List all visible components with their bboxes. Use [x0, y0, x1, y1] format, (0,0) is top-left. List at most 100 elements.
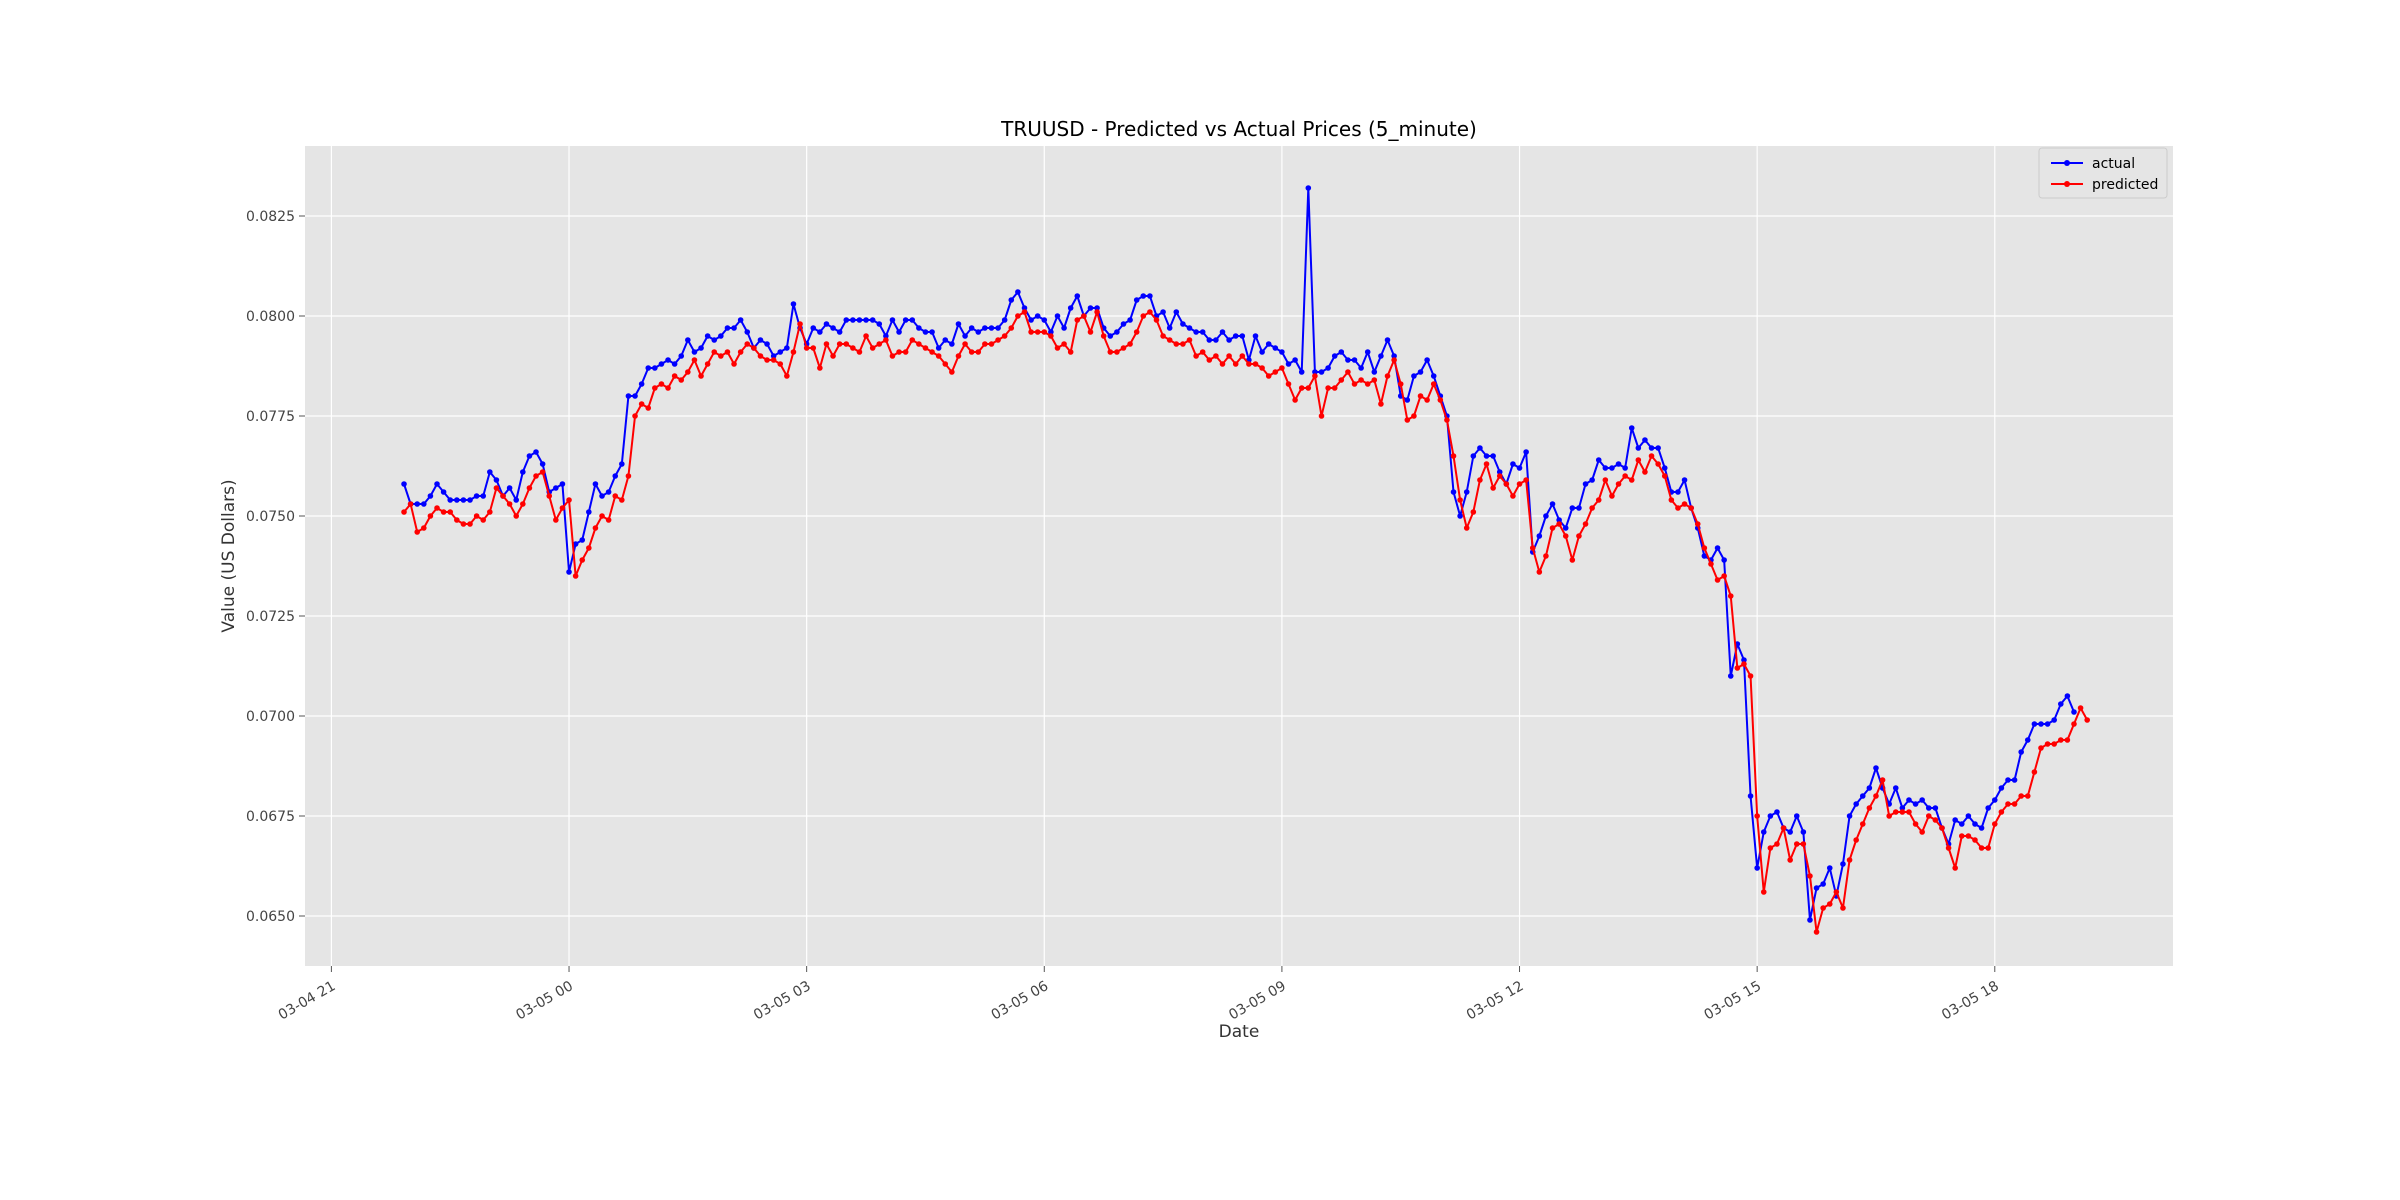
actual-point [922, 329, 929, 335]
predicted-point [2005, 801, 2011, 807]
predicted-point [1760, 889, 1767, 895]
actual-point [1549, 501, 1556, 507]
actual-point [1807, 917, 1813, 923]
predicted-point [1741, 661, 1747, 667]
predicted-point [539, 469, 546, 475]
actual-point [539, 461, 546, 467]
predicted-point [856, 349, 863, 355]
predicted-point [1272, 369, 1279, 375]
actual-point [909, 317, 916, 323]
predicted-point [1668, 497, 1675, 503]
actual-point [962, 333, 968, 339]
actual-point [883, 333, 889, 339]
actual-point [1015, 289, 1021, 295]
actual-point [473, 493, 480, 499]
actual-point [1430, 373, 1437, 379]
actual-point [1813, 885, 1820, 891]
predicted-point [962, 341, 968, 347]
predicted-point [493, 485, 500, 491]
actual-point [467, 497, 473, 503]
actual-point [440, 489, 447, 495]
actual-point [487, 469, 493, 475]
predicted-point [850, 345, 856, 351]
actual-point [2011, 777, 2018, 783]
predicted-point [777, 361, 784, 367]
actual-point [1199, 329, 1206, 335]
actual-point [2018, 749, 2024, 755]
actual-point [744, 329, 751, 335]
actual-point [493, 477, 500, 483]
predicted-point [1265, 373, 1272, 379]
actual-point [1424, 357, 1430, 363]
actual-point [810, 325, 817, 331]
actual-point [836, 329, 843, 335]
actual-point [1213, 337, 1219, 343]
predicted-point [1371, 377, 1378, 383]
actual-point [1536, 533, 1543, 539]
predicted-point [685, 369, 691, 375]
predicted-point [1859, 821, 1866, 827]
predicted-point [784, 373, 790, 379]
actual-point [566, 569, 572, 575]
actual-point [1114, 329, 1120, 335]
predicted-point [546, 493, 553, 499]
predicted-point [863, 333, 869, 339]
predicted-point [1470, 509, 1477, 515]
actual-point [1021, 305, 1028, 311]
actual-point [1450, 489, 1457, 495]
predicted-point [572, 573, 579, 579]
predicted-point [1985, 845, 1991, 851]
actual-point [1826, 865, 1833, 871]
actual-point [1958, 821, 1965, 827]
actual-point [1582, 481, 1589, 487]
predicted-point [744, 341, 751, 347]
predicted-point [1378, 401, 1384, 407]
actual-point [1252, 333, 1259, 339]
predicted-point [1879, 777, 1886, 783]
actual-point [1866, 785, 1873, 791]
predicted-point [447, 509, 454, 515]
predicted-point [1767, 845, 1774, 851]
actual-point [955, 321, 962, 327]
actual-point [1087, 305, 1094, 311]
actual-point [1232, 333, 1239, 339]
actual-point [599, 493, 605, 499]
actual-point [711, 337, 718, 343]
chart-title: TRUUSD - Predicted vs Actual Prices (5_m… [1000, 117, 1477, 141]
predicted-point [896, 349, 902, 355]
predicted-point [1965, 833, 1972, 839]
predicted-point [1345, 369, 1351, 375]
actual-point [1173, 309, 1180, 315]
actual-point [1470, 453, 1477, 459]
actual-point [1774, 809, 1780, 815]
series-predicted [401, 309, 2090, 935]
predicted-point [995, 337, 1001, 343]
predicted-point [1285, 381, 1292, 387]
actual-point [850, 317, 856, 323]
predicted-point [592, 525, 599, 531]
predicted-point [1100, 333, 1107, 339]
actual-point [1226, 337, 1232, 343]
y-tick-label: 0.0675 [246, 809, 295, 825]
predicted-point [1424, 397, 1430, 403]
actual-point [1239, 333, 1246, 339]
predicted-point [724, 349, 731, 355]
y-axis-label: Value (US Dollars) [219, 479, 239, 632]
actual-point [1754, 865, 1760, 871]
actual-point [869, 317, 876, 323]
actual-point [1589, 477, 1595, 483]
actual-point [638, 381, 645, 387]
actual-point [1721, 557, 1727, 563]
predicted-point [757, 353, 764, 359]
actual-point [2044, 721, 2051, 727]
predicted-point [401, 509, 407, 515]
actual-point [982, 325, 988, 331]
actual-point [513, 497, 520, 503]
predicted-point [1450, 453, 1457, 459]
predicted-point [1312, 373, 1318, 379]
actual-point [1820, 881, 1826, 887]
predicted-point [612, 493, 619, 499]
predicted-point [955, 353, 962, 359]
predicted-point [619, 497, 625, 503]
predicted-point [559, 505, 566, 511]
